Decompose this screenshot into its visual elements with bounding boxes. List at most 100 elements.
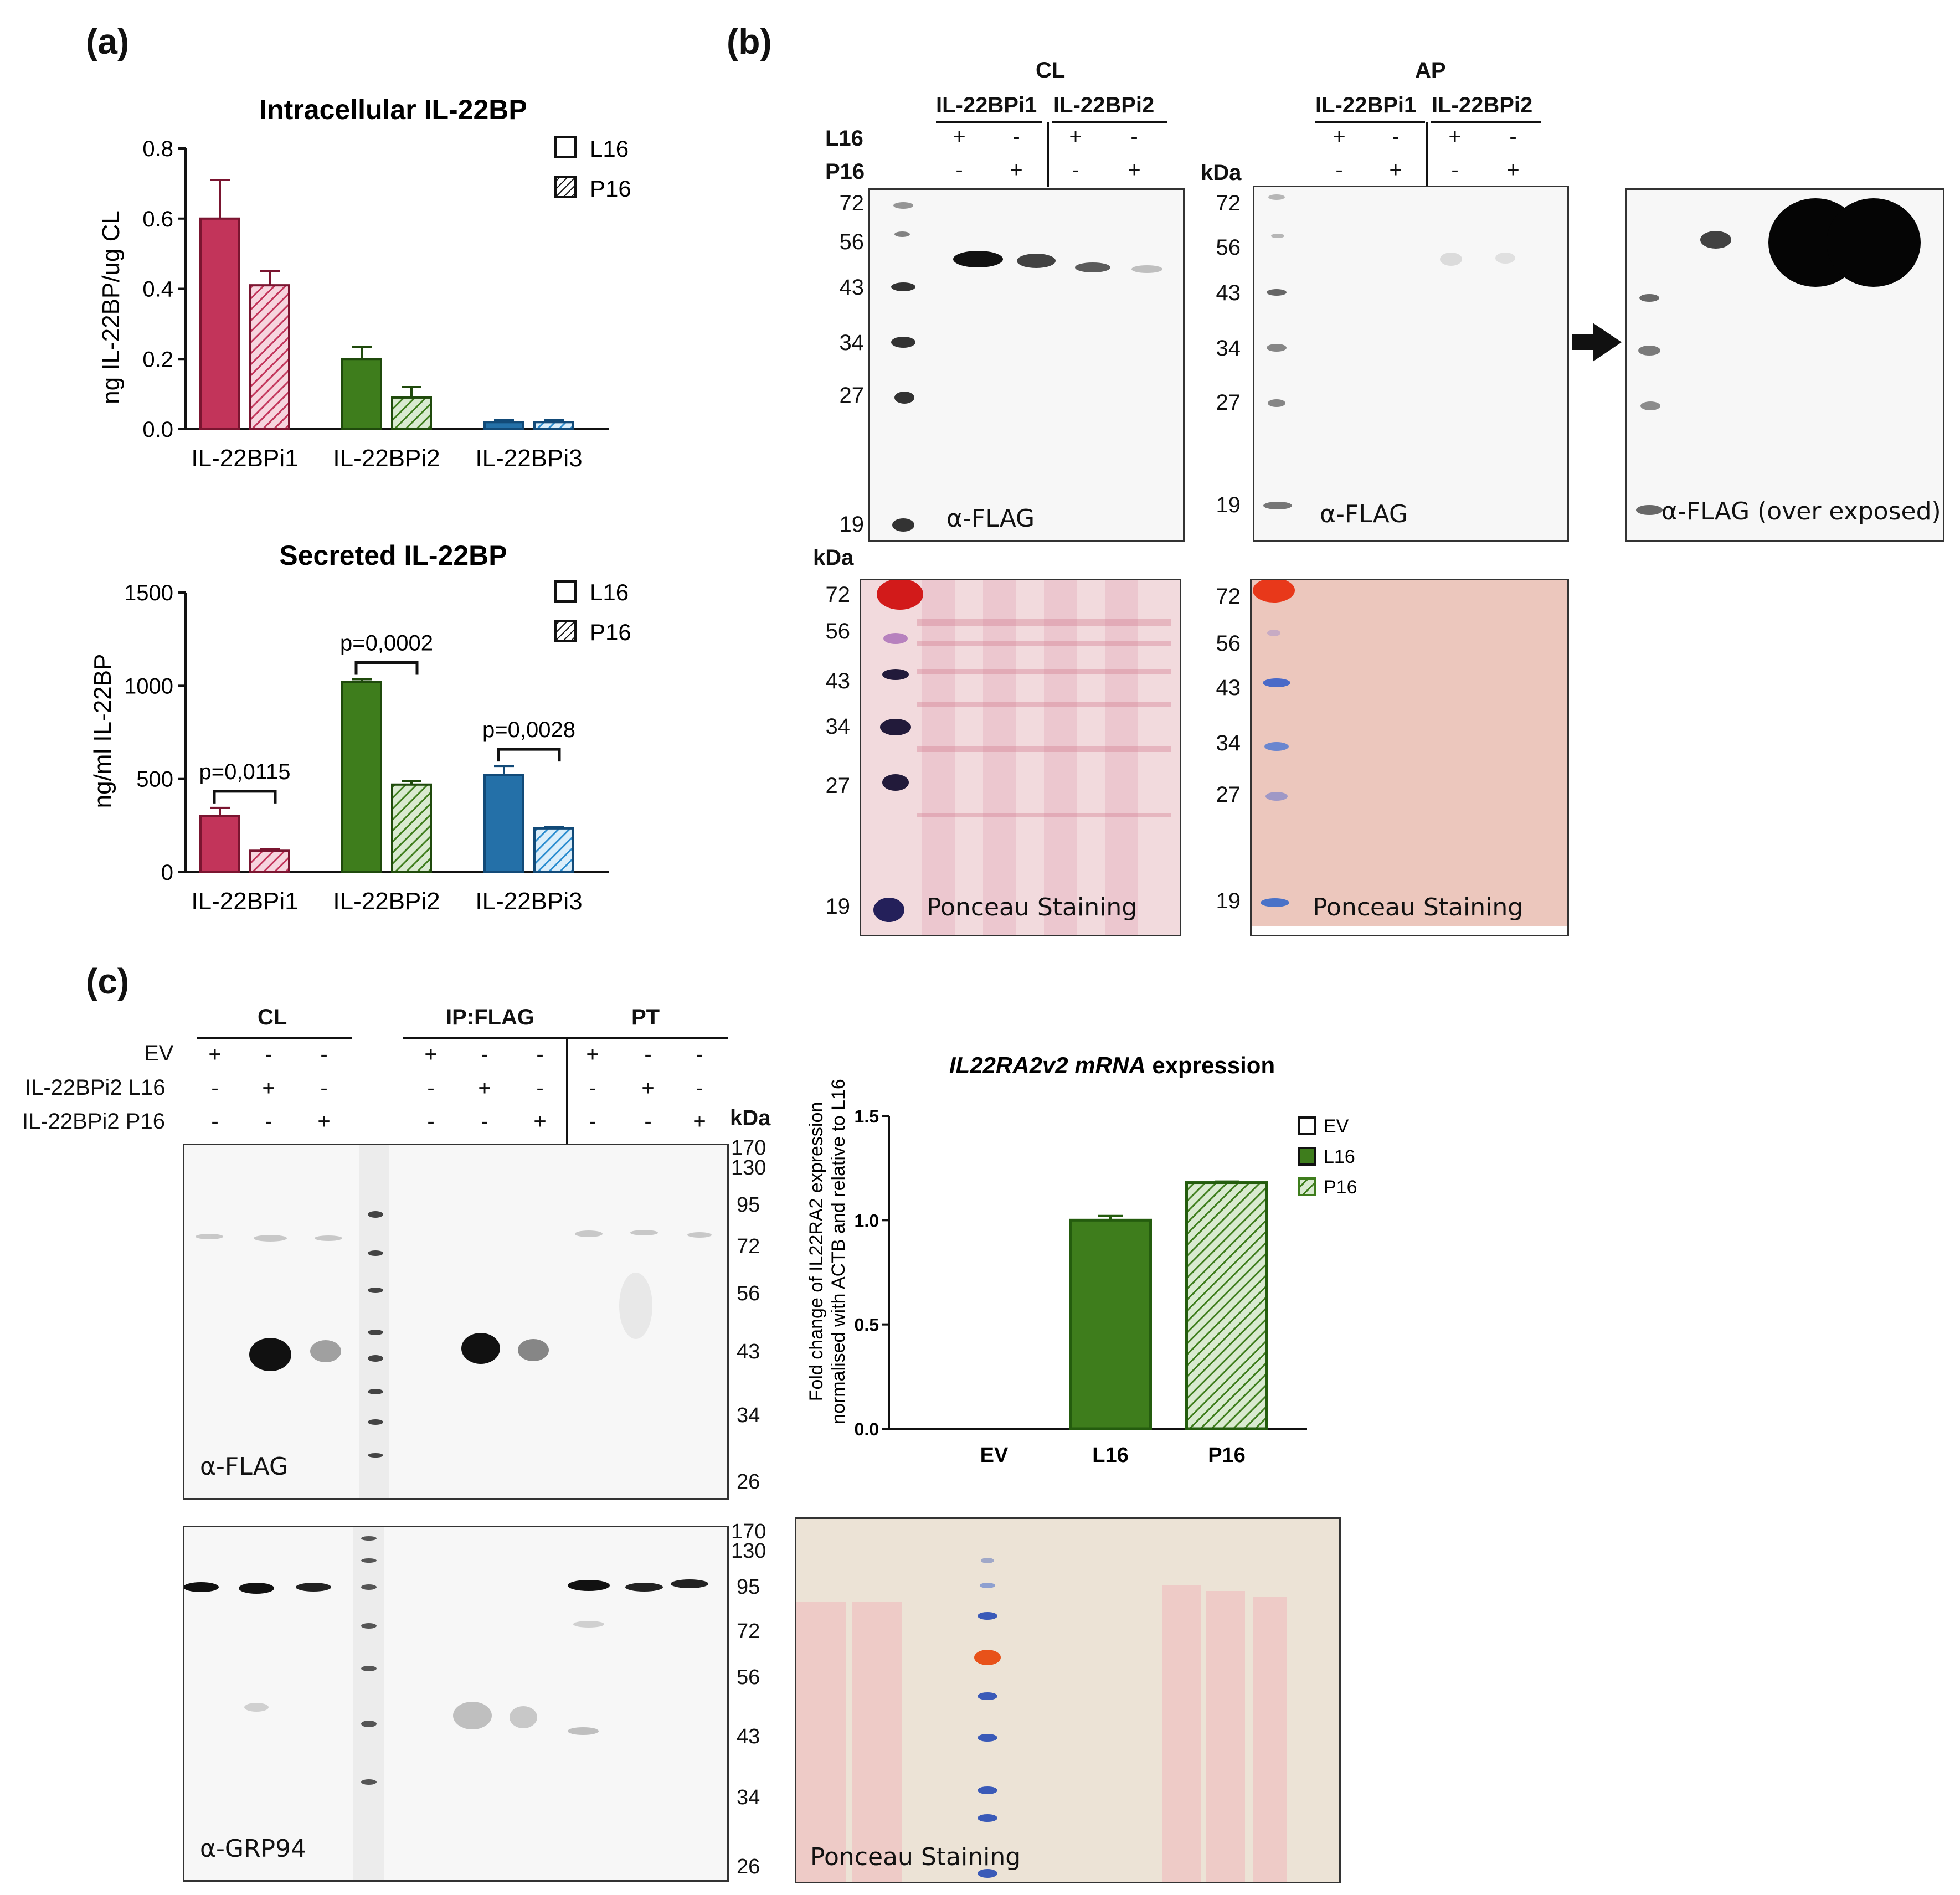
y-tick-label: 0.2 <box>142 347 173 372</box>
c-sign: + <box>262 1076 275 1100</box>
c-sign: - <box>644 1042 652 1067</box>
b-mw-ap-34: 34 <box>1216 336 1241 361</box>
b-kda-top: kDa <box>1201 161 1242 185</box>
b-mw-app-27: 27 <box>1216 782 1241 807</box>
chart3-ylabel-2: normalised with ACTB and relative to L16 <box>828 1079 849 1424</box>
c-row-p16: IL-22BPi2 P16 <box>22 1109 165 1134</box>
c-sign: + <box>641 1076 655 1100</box>
legend-l16-swatch <box>554 580 577 603</box>
c-hdr-cl: CL <box>258 1005 287 1029</box>
c-sign: + <box>208 1042 222 1067</box>
b-cl-header: CL <box>1036 58 1066 83</box>
b-mw-cl-19: 19 <box>839 512 865 537</box>
c-mw-f-26: 26 <box>737 1470 760 1494</box>
b-overexposed-blot: α-FLAG (over exposed) <box>1625 188 1944 542</box>
c-kda: kDa <box>730 1106 771 1130</box>
x-tick-label-ev: EV <box>980 1444 1009 1467</box>
legend-p16-label: P16 <box>1324 1177 1357 1198</box>
legend-p16-label: P16 <box>590 619 631 645</box>
b-mw-clp-19: 19 <box>825 894 851 919</box>
c-mw-g-72: 72 <box>737 1620 760 1643</box>
legend-l16-label: L16 <box>1324 1146 1355 1167</box>
b-cl-sign-l16-2: - <box>1012 125 1020 149</box>
b-mw-app-43: 43 <box>1216 676 1241 700</box>
y-tick-label: 1.0 <box>855 1211 879 1230</box>
b-ap-sign-l16-2: - <box>1392 125 1400 149</box>
bar-p16-il-22bpi3 <box>533 827 574 874</box>
chart2-title: Secreted IL-22BP <box>279 540 507 571</box>
c-mw-g-56: 56 <box>737 1666 760 1689</box>
b-ap-iso2-line <box>1431 121 1541 123</box>
c-ponceau-label: Ponceau Staining <box>810 1843 1021 1871</box>
c-grp94-blot: α-GRP94 <box>183 1526 729 1882</box>
y-tick-label: 0.0 <box>142 418 173 442</box>
b-mw-cl-56: 56 <box>839 230 865 254</box>
chart-mrna: IL22RA2v2 mRNA expression Fold change of… <box>806 1052 1357 1467</box>
b-cl-iso2-line <box>1052 121 1167 123</box>
b-ap-iso1: IL-22BPi1 <box>1315 93 1417 117</box>
chart-secreted: Secreted IL-22BP ng/ml IL-22BP 0 500 1000 1… <box>89 540 631 915</box>
b-cl-sign-l16-4: - <box>1130 125 1138 149</box>
p-value-label: p=0,0115 <box>199 760 291 784</box>
x-tick-label-il-22bpi3: IL-22BPi3 <box>475 888 582 915</box>
b-mw-clp-72: 72 <box>825 583 851 607</box>
significance-bracket <box>497 748 561 762</box>
bar-l16-il-22bpi3 <box>483 421 524 431</box>
b-ap-flag-blot: α-FLAG <box>1253 186 1569 542</box>
y-tick-label: 0 <box>161 861 173 885</box>
c-sign: - <box>589 1076 596 1100</box>
c-grp94-label: α-GRP94 <box>200 1835 307 1863</box>
c-mw-g-95: 95 <box>737 1575 760 1599</box>
c-mw-g-130: 130 <box>731 1539 766 1563</box>
b-cl-sign-p16-3: - <box>1072 158 1079 182</box>
p-value-label: p=0,0028 <box>482 718 575 742</box>
b-ap-header: AP <box>1415 58 1446 83</box>
c-sign: - <box>696 1076 703 1100</box>
chart1-ylabel: ng IL-22BP/ug CL <box>97 210 125 404</box>
b-mw-clp-34: 34 <box>825 714 851 739</box>
b-cl-sign-p16-1: - <box>955 158 963 182</box>
bar-p16 <box>1185 1181 1268 1430</box>
y-tick-label: 0.4 <box>142 277 173 302</box>
chart1-plot: 0.0 0.2 0.4 0.6 0.8 IL-22BPi1 IL-22BPi2 IL-22BP… <box>142 137 609 472</box>
b-mw-cl-72: 72 <box>839 191 865 215</box>
c-mw-f-170: 170 <box>731 1136 766 1160</box>
c-sign: + <box>586 1042 599 1067</box>
b-ap-iso1-line <box>1315 121 1425 123</box>
c-mw-f-130: 130 <box>731 1156 766 1180</box>
x-tick-label-l16: L16 <box>1092 1444 1128 1467</box>
b-mw-app-72: 72 <box>1216 584 1241 609</box>
c-sign: + <box>478 1076 491 1100</box>
b-cl-sign-l16-1: + <box>953 125 966 149</box>
c-cl-line <box>197 1037 352 1039</box>
c-mw-g-34: 34 <box>737 1786 760 1809</box>
c-sign: - <box>211 1109 219 1134</box>
significance-bracket <box>354 661 419 675</box>
bar-l16-il-22bpi1 <box>199 217 240 430</box>
b-cl-sign-p16-4: + <box>1128 158 1141 182</box>
c-hdr-ip: IP:FLAG <box>446 1005 534 1029</box>
y-tick-label: 500 <box>136 768 173 792</box>
bar-l16-il-22bpi1 <box>199 815 240 873</box>
bar-p16-il-22bpi3 <box>533 421 574 431</box>
c-mw-f-34: 34 <box>737 1404 760 1427</box>
y-tick-label: 0.6 <box>142 207 173 231</box>
b-cl-iso2: IL-22BPi2 <box>1053 93 1155 117</box>
bar-l16-il-22bpi3 <box>483 774 524 873</box>
b-kda-left: kDa <box>813 545 854 570</box>
b-mw-clp-56: 56 <box>825 619 851 643</box>
bar-ev <box>954 1428 1035 1429</box>
b-mw-cl-43: 43 <box>839 275 865 300</box>
legend-l16-label: L16 <box>590 579 629 605</box>
bar-p16-il-22bpi1 <box>249 849 290 873</box>
c-mw-g-170: 170 <box>731 1520 766 1543</box>
y-tick-label: 1500 <box>124 581 173 605</box>
c-hdr-pt: PT <box>631 1005 660 1029</box>
c-sign: + <box>424 1042 438 1067</box>
legend-p16-swatch <box>554 620 577 642</box>
b-mw-ap-43: 43 <box>1216 281 1241 305</box>
c-sign: - <box>589 1109 596 1134</box>
legend-l16-swatch <box>1298 1147 1316 1166</box>
bar-l16-il-22bpi2 <box>341 681 382 873</box>
c-mw-f-95: 95 <box>737 1193 760 1217</box>
